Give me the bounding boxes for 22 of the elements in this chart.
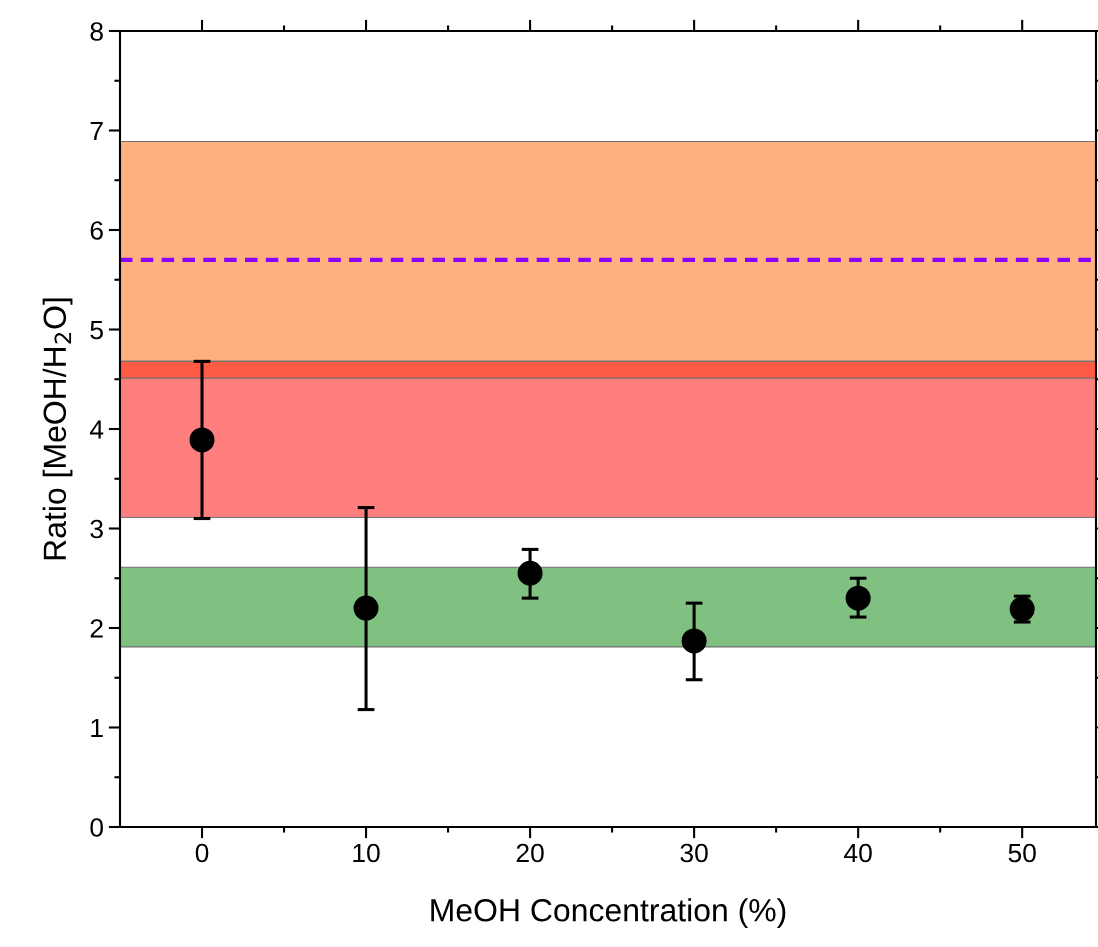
x-tick-label: 50 xyxy=(1008,843,1036,863)
x-tick-label: 20 xyxy=(516,843,544,863)
point xyxy=(189,427,215,453)
x-tick-label: 0 xyxy=(195,843,209,863)
y-tick-label: 2 xyxy=(90,619,103,638)
y-tick-label: 3 xyxy=(90,519,103,539)
y-tick-label: 1 xyxy=(91,718,103,738)
point xyxy=(845,585,871,611)
x-tick-label: 40 xyxy=(844,843,872,863)
x-axis-title: MeOH Concentration (%) xyxy=(431,898,786,928)
point xyxy=(353,595,379,621)
y-tick-label: 5 xyxy=(90,320,103,340)
y-tick-label: 7 xyxy=(90,121,103,141)
y-axis-title: Ratio [MeOH/H$_{2}$O] xyxy=(42,298,73,560)
point xyxy=(517,560,543,586)
y-tick-label: 8 xyxy=(90,22,103,41)
point xyxy=(681,628,707,654)
y-tick-label: 0 xyxy=(90,818,103,837)
y-tick-label: 6 xyxy=(90,221,103,240)
y-tick-label: 4 xyxy=(89,420,104,439)
x-tick-label: 10 xyxy=(353,843,380,863)
x-tick-label: 30 xyxy=(680,843,708,863)
